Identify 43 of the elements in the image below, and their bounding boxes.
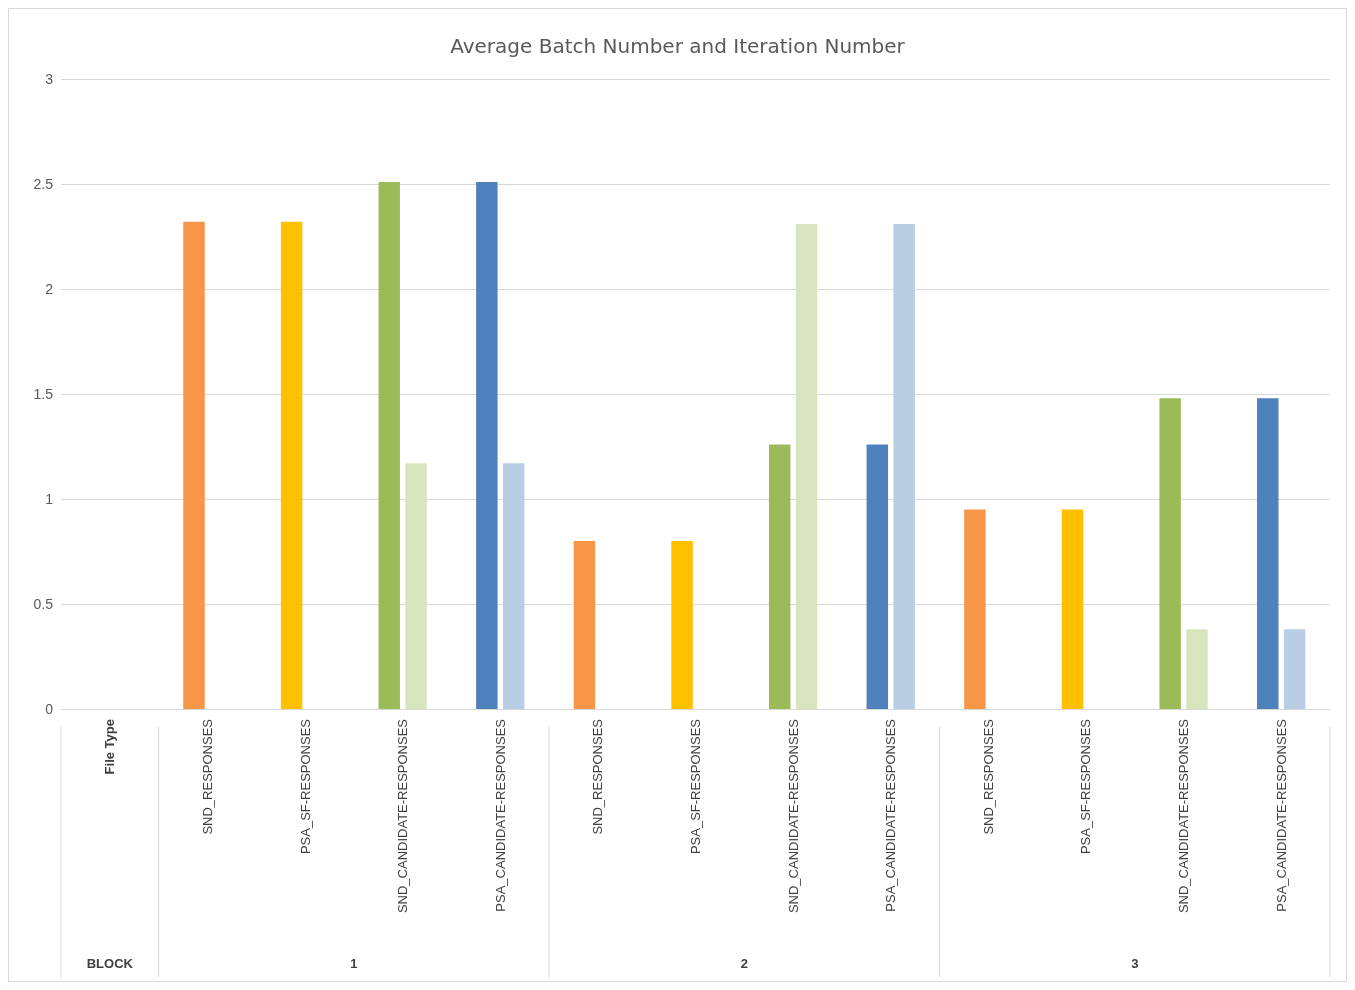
x-tick-label: PSA_SF-RESPONSES	[1078, 718, 1094, 855]
y-tick-label: 2.5	[33, 176, 54, 192]
bar	[893, 223, 915, 709]
bar	[280, 221, 303, 709]
text: 1	[350, 955, 358, 971]
x-tick-label: PSA_CANDIDATE-RESPONSES	[492, 718, 508, 912]
text: 3	[1131, 955, 1139, 971]
text: 2	[740, 955, 748, 971]
bar	[1257, 398, 1279, 709]
bar	[795, 223, 818, 709]
y-tick-label: 0.5	[33, 596, 54, 612]
x-tick-label: SND_RESPONSES	[590, 718, 606, 835]
bar	[866, 444, 889, 709]
bar	[183, 221, 205, 709]
bar	[476, 181, 498, 709]
x-tick-label: SND_RESPONSES	[199, 718, 215, 835]
x-tick-label: SND_CANDIDATE-RESPONSES	[395, 718, 411, 914]
x-tick-label: PSA_CANDIDATE-RESPONSES	[883, 718, 899, 912]
bar	[1061, 509, 1084, 709]
bar	[1159, 398, 1181, 709]
y-tick-label: 1	[45, 491, 54, 507]
bar	[671, 541, 693, 709]
y-tick-label: 2	[45, 281, 54, 297]
y-tick-label: 1.5	[33, 386, 54, 402]
text: BLOCK	[86, 955, 134, 971]
y-tick-label: 0	[45, 701, 54, 717]
bar	[964, 509, 986, 709]
bar	[1186, 629, 1208, 709]
x-tick-label: PSA_SF-RESPONSES	[688, 718, 703, 855]
x-tick-label: PSA_SF-RESPONSES	[297, 718, 313, 855]
x-tick-label: SND_CANDIDATE-RESPONSES	[785, 718, 801, 914]
bar	[1283, 629, 1306, 709]
y-tick-label: 3	[45, 71, 54, 87]
bar	[502, 463, 525, 709]
x-tick-label: SND_CANDIDATE-RESPONSES	[1176, 718, 1192, 914]
bar	[378, 181, 400, 709]
chart-title: Average Batch Number and Iteration Number	[450, 34, 906, 58]
bar	[405, 463, 427, 709]
bar	[573, 541, 596, 709]
x-tick-label: PSA_CANDIDATE-RESPONSES	[1273, 718, 1289, 912]
bar	[768, 444, 791, 709]
x-tick-label: File Type	[102, 719, 118, 775]
x-tick-label: SND_RESPONSES	[980, 718, 996, 835]
